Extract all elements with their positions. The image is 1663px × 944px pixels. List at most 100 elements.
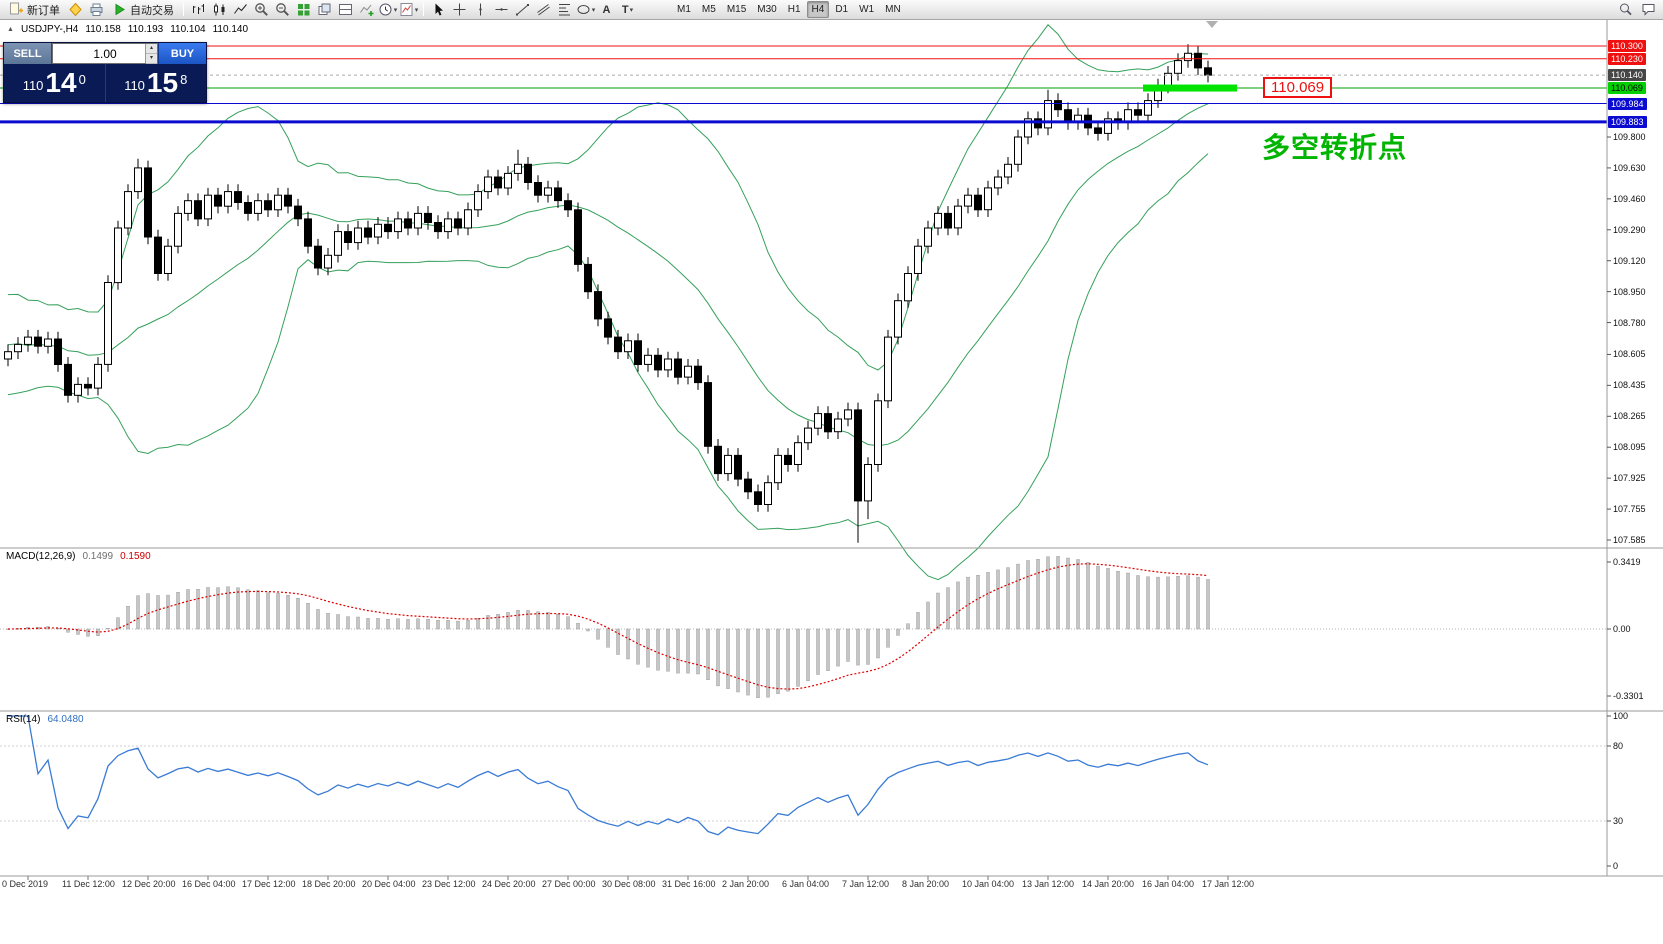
buy-price-sup: 8 bbox=[180, 72, 188, 87]
macd-indicator-header: MACD(12,26,9) 0.1499 0.1590 bbox=[6, 551, 151, 562]
macd-title: MACD(12,26,9) bbox=[6, 551, 76, 562]
arrange-windows-icon bbox=[339, 4, 352, 15]
sell-price-display[interactable]: 110 14 0 bbox=[4, 64, 105, 102]
autotrading-label: 自动交易 bbox=[130, 4, 174, 17]
timeframe-d1-button[interactable]: D1 bbox=[835, 4, 849, 15]
macd-value-main: 0.1499 bbox=[82, 551, 114, 562]
crosshair-button[interactable] bbox=[449, 1, 470, 19]
zoom-out-icon bbox=[276, 3, 289, 16]
indicators-button[interactable] bbox=[356, 1, 377, 19]
volume-spinner: ▴ ▾ bbox=[145, 44, 157, 64]
cursor-icon bbox=[435, 3, 443, 16]
autotrading-button[interactable]: 自动交易 bbox=[107, 1, 179, 19]
fibonacci-icon bbox=[559, 4, 570, 16]
timeframe-h1-button[interactable]: H1 bbox=[787, 4, 801, 15]
volume-value: 1.00 bbox=[93, 46, 117, 61]
chevron-down-icon: ▾ bbox=[393, 6, 398, 14]
volume-input[interactable]: 1.00 ▴ ▾ bbox=[52, 43, 158, 64]
chevron-down-icon: ▾ bbox=[414, 6, 419, 14]
cascade-windows-button[interactable] bbox=[314, 1, 335, 19]
buy-price-big: 15 bbox=[146, 67, 179, 98]
volume-decrease-button[interactable]: ▾ bbox=[146, 54, 157, 64]
shapes-ellipse-icon bbox=[577, 5, 590, 14]
channel-button[interactable] bbox=[533, 1, 554, 19]
ohlc-open: 110.158 bbox=[85, 24, 121, 35]
arrange-windows-button[interactable] bbox=[335, 1, 356, 19]
crosshair-icon bbox=[453, 3, 466, 16]
timeframe-m30-button[interactable]: M30 bbox=[757, 4, 777, 15]
templates-button[interactable]: ▾ bbox=[398, 1, 419, 19]
new-order-button[interactable]: 新订单 bbox=[4, 1, 65, 19]
price-level-callout: 110.069 bbox=[1263, 77, 1333, 98]
rsi-title: RSI(14) bbox=[6, 714, 41, 725]
rsi-indicator-header: RSI(14) 64.0480 bbox=[6, 714, 84, 725]
volume-increase-button[interactable]: ▴ bbox=[146, 44, 157, 54]
toolbar: 新订单 自动交易 bbox=[0, 0, 1663, 20]
buy-button[interactable]: BUY bbox=[158, 43, 206, 64]
ohlc-high: 110.193 bbox=[127, 24, 164, 35]
print-icon bbox=[90, 3, 103, 16]
chart-annotation-text: 多空转折点 bbox=[1262, 132, 1408, 163]
ohlc-low: 110.104 bbox=[170, 24, 206, 35]
trendline-icon bbox=[516, 4, 529, 16]
sell-button[interactable]: SELL bbox=[4, 43, 52, 64]
chevron-down-icon: ▾ bbox=[629, 6, 634, 14]
line-chart-button[interactable] bbox=[230, 1, 251, 19]
chat-button[interactable] bbox=[1638, 1, 1659, 19]
timeframe-mn-button[interactable]: MN bbox=[885, 4, 901, 15]
horizontal-line-button[interactable] bbox=[491, 1, 512, 19]
horizontal-line-icon bbox=[495, 8, 508, 11]
shapes-button[interactable]: ▾ bbox=[575, 1, 596, 19]
buy-price-display[interactable]: 110 15 8 bbox=[104, 64, 207, 102]
indicators-icon bbox=[360, 4, 374, 16]
zoom-out-button[interactable] bbox=[272, 1, 293, 19]
new-order-label: 新订单 bbox=[27, 4, 60, 17]
new-order-icon bbox=[10, 2, 23, 15]
macd-panel-area[interactable] bbox=[0, 548, 1607, 711]
zoom-in-icon bbox=[255, 3, 268, 16]
search-icon bbox=[1620, 3, 1632, 16]
tile-windows-button[interactable] bbox=[293, 1, 314, 19]
arrows-button[interactable]: T ▾ bbox=[617, 1, 638, 19]
line-chart-icon bbox=[234, 4, 247, 14]
vertical-line-button[interactable] bbox=[470, 1, 491, 19]
search-button[interactable] bbox=[1615, 1, 1636, 19]
metaeditor-button[interactable] bbox=[65, 1, 86, 19]
periods-button[interactable]: ▾ bbox=[377, 1, 398, 19]
sell-price-prefix: 110 bbox=[22, 78, 44, 93]
bar-chart-button[interactable] bbox=[188, 1, 209, 19]
tile-windows-icon bbox=[298, 4, 310, 16]
zoom-in-button[interactable] bbox=[251, 1, 272, 19]
toolbar-separator bbox=[423, 3, 424, 16]
chart-info-line: ▲ USDJPY-,H4 110.158 110.193 110.104 110… bbox=[7, 24, 248, 35]
toolbar-separator bbox=[183, 3, 184, 16]
candlestick-chart-button[interactable] bbox=[209, 1, 230, 19]
arrows-icon: T bbox=[621, 3, 629, 16]
timeframe-m15-button[interactable]: M15 bbox=[726, 4, 747, 15]
timeframe-m1-button[interactable]: M1 bbox=[677, 4, 691, 15]
buy-price-prefix: 110 bbox=[124, 78, 145, 93]
timeframe-m5-button[interactable]: M5 bbox=[701, 4, 716, 15]
one-click-trading-panel: SELL 1.00 ▴ ▾ BUY 110 14 0 110 15 8 bbox=[3, 42, 207, 103]
periods-clock-icon bbox=[379, 3, 392, 16]
templates-icon bbox=[400, 3, 413, 16]
chevron-down-icon: ▾ bbox=[591, 6, 596, 14]
rsi-panel-area[interactable] bbox=[0, 711, 1607, 876]
text-label-button[interactable]: A bbox=[596, 1, 617, 19]
trendline-button[interactable] bbox=[512, 1, 533, 19]
timeframe-h4-button[interactable]: H4 bbox=[806, 1, 830, 18]
ohlc-close: 110.140 bbox=[212, 24, 248, 35]
cursor-button[interactable] bbox=[428, 1, 449, 19]
bar-chart-icon bbox=[193, 4, 204, 14]
oneclick-toggle-icon[interactable]: ▲ bbox=[7, 26, 14, 33]
text-icon: A bbox=[602, 3, 611, 16]
timeframe-w1-button[interactable]: W1 bbox=[859, 4, 875, 15]
fibonacci-button[interactable] bbox=[554, 1, 575, 19]
print-button[interactable] bbox=[86, 1, 107, 19]
channel-icon bbox=[537, 4, 550, 16]
macd-value-signal: 0.1590 bbox=[120, 551, 151, 562]
sell-price-sup: 0 bbox=[78, 72, 86, 87]
autotrading-play-icon bbox=[115, 3, 125, 16]
